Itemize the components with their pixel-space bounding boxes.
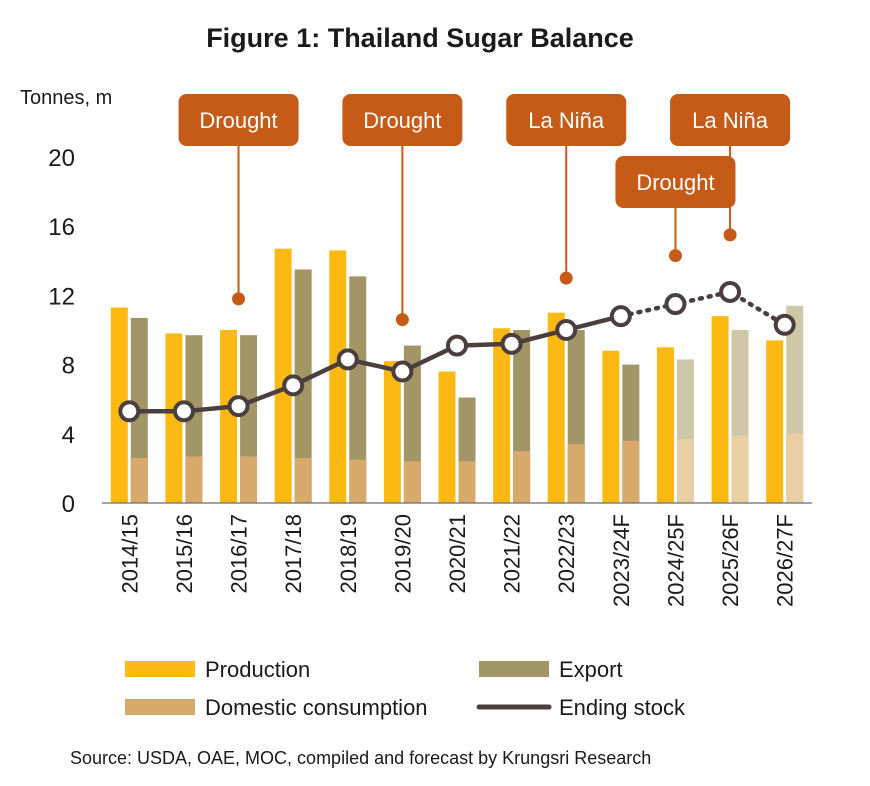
ending-stock-point: [664, 293, 687, 316]
source-note: Source: USDA, OAE, MOC, compiled and for…: [70, 748, 651, 768]
annotation-label: Drought: [199, 108, 277, 133]
domestic-consumption-bar: [130, 458, 148, 503]
ending-stock-point: [446, 334, 468, 357]
legend-label-production: Production: [205, 657, 310, 682]
domestic-consumption-bar: [403, 461, 421, 503]
chart-legend: Production Export Domestic consumption Endi…: [125, 657, 686, 720]
x-tick-label: 2023/24F: [609, 514, 634, 607]
legend-swatch-domestic-consumption: [125, 699, 195, 715]
domestic-consumption-bar: [458, 461, 476, 503]
export-bar: [349, 276, 367, 503]
x-tick-label: 2015/16: [172, 514, 197, 594]
ending-stock-point: [336, 348, 359, 371]
domestic-consumption-bar: [294, 458, 312, 503]
annotation-box-drought: [615, 156, 736, 208]
y-tick-label: 8: [62, 353, 75, 380]
annotation-marker: [723, 228, 737, 242]
x-tick-label: 2022/23: [554, 514, 579, 594]
ending-stock-point: [609, 305, 632, 328]
chart-title: Figure 1: Thailand Sugar Balance: [206, 23, 634, 53]
y-tick-label: 16: [48, 214, 75, 241]
annotation-label: Drought: [363, 108, 441, 133]
ending-stock-point: [391, 360, 414, 383]
production-bar: [274, 248, 292, 503]
domestic-consumption-bar: [240, 456, 258, 503]
production-bar: [220, 330, 238, 503]
y-tick-label: 20: [48, 145, 75, 172]
production-bar: [329, 250, 347, 503]
x-tick-label: 2019/20: [390, 514, 415, 594]
ending-stock-point: [227, 395, 250, 418]
domestic-consumption-bar: [567, 444, 585, 503]
event-annotations: Drought Drought La Niña Drought La Niña: [178, 94, 791, 327]
ending-stock-point: [719, 280, 742, 303]
production-bar: [438, 371, 456, 503]
annotation-label: Drought: [636, 170, 714, 195]
production-bar: [165, 333, 183, 503]
domestic-consumption-bar: [349, 459, 367, 503]
x-tick-label: 2014/15: [117, 514, 142, 594]
y-axis-ticks: 0 4 8 12 16 20: [48, 145, 75, 518]
annotation-box-drought: [342, 94, 463, 146]
production-bar: [110, 307, 128, 503]
ending-stock-line: [118, 280, 796, 423]
ending-stock-point: [172, 400, 195, 423]
ending-stock-point: [118, 400, 141, 423]
domestic-consumption-bar: [622, 440, 640, 503]
bar-series: [110, 248, 804, 503]
legend-label-export: Export: [559, 657, 623, 682]
legend-label-domestic-consumption: Domestic consumption: [205, 695, 428, 720]
x-tick-label: 2018/19: [336, 514, 361, 594]
y-axis-unit-label: Tonnes, m: [20, 87, 112, 109]
x-tick-label: 2026/27F: [773, 514, 798, 607]
production-bar: [766, 340, 784, 503]
y-tick-label: 12: [48, 283, 75, 310]
x-axis-ticks: 2014/15 2015/16 2016/17 2017/18 2018/19 2019/…: [117, 514, 797, 607]
ending-stock-point: [282, 374, 305, 397]
ending-stock-point: [555, 319, 578, 341]
annotation-label: La Niña: [528, 108, 605, 133]
annotation-marker: [559, 271, 573, 285]
y-tick-label: 0: [62, 491, 75, 518]
legend-label-ending-stock: Ending stock: [559, 695, 686, 720]
production-bar: [711, 316, 729, 503]
domestic-consumption-bar: [185, 456, 203, 503]
legend-swatch-export: [479, 661, 549, 677]
x-tick-label: 2016/17: [227, 514, 252, 594]
x-tick-label: 2017/18: [281, 514, 306, 594]
annotation-box-la-ni-a: [670, 94, 791, 146]
ending-stock-line-forecast: [618, 289, 787, 328]
annotation-box-la-ni-a: [506, 94, 627, 146]
annotation-marker: [232, 292, 246, 306]
annotation-label: La Niña: [692, 108, 769, 133]
annotation-marker: [668, 249, 682, 263]
domestic-consumption-bar: [676, 438, 694, 503]
x-tick-label: 2021/22: [500, 514, 525, 594]
production-bar: [656, 347, 674, 503]
domestic-consumption-bar: [731, 435, 749, 503]
ending-stock-point: [773, 313, 796, 336]
x-tick-label: 2024/25F: [663, 514, 688, 607]
production-bar: [383, 361, 401, 503]
legend-swatch-production: [125, 661, 195, 677]
y-tick-label: 4: [62, 422, 75, 449]
production-bar: [602, 350, 620, 503]
production-bar: [547, 312, 565, 503]
ending-stock-line-actual: [129, 313, 622, 414]
domestic-consumption-bar: [786, 433, 804, 503]
annotation-marker: [395, 313, 409, 327]
production-bar: [493, 328, 511, 503]
annotation-box-drought: [178, 94, 299, 146]
ending-stock-point: [500, 332, 523, 355]
x-tick-label: 2025/26F: [718, 514, 743, 607]
domestic-consumption-bar: [513, 451, 531, 503]
x-tick-label: 2020/21: [445, 514, 470, 594]
